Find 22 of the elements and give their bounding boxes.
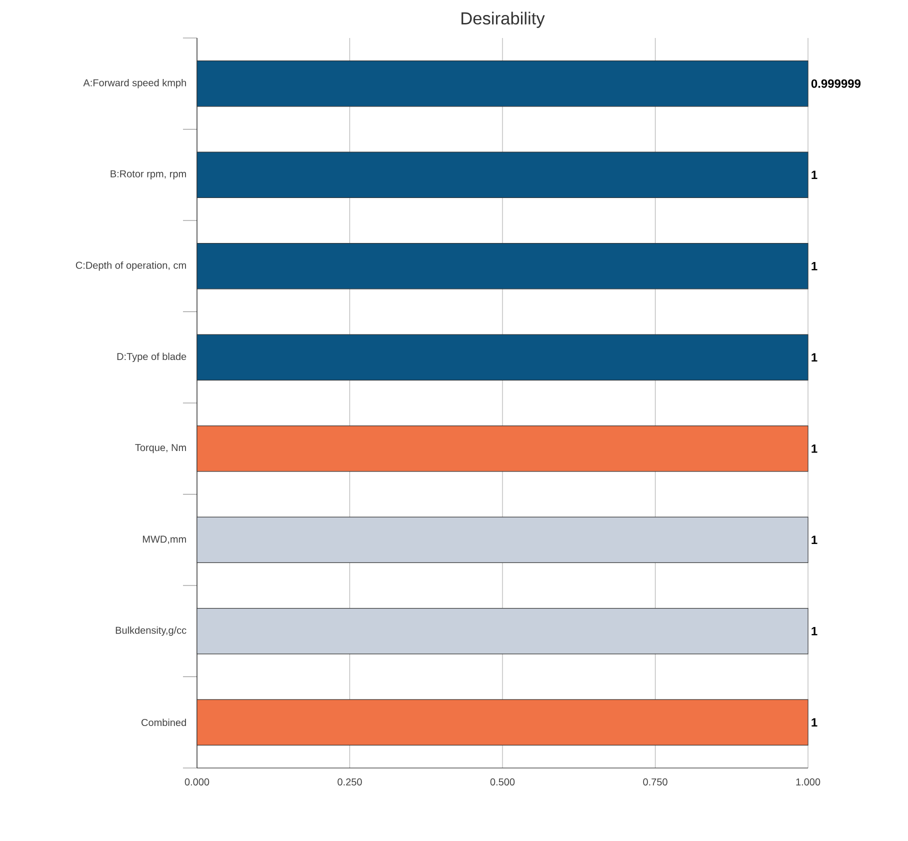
y-tick-label: Bulkdensity,g/cc xyxy=(116,626,186,636)
x-tick-label: 0.500 xyxy=(490,778,515,786)
data-label: 0.999999 xyxy=(811,79,861,88)
data-label: 1 xyxy=(812,718,818,726)
chart-title: Desirability xyxy=(462,12,545,28)
data-label: 1 xyxy=(812,353,818,362)
data-label: 1 xyxy=(812,536,818,544)
data-label: 1 xyxy=(812,626,818,636)
y-tick-label: Torque, Nm xyxy=(135,444,186,454)
y-tick-label: Combined xyxy=(142,718,186,726)
data-label: 1 xyxy=(812,170,818,179)
x-tick-label: 0.750 xyxy=(643,778,668,786)
y-tick-label: B:Rotor rpm, rpm xyxy=(110,170,186,180)
y-tick-label: A:Forward speed kmph xyxy=(83,78,186,88)
y-tick-label: D:Type of blade xyxy=(117,352,186,362)
y-tick-label: MWD,mm xyxy=(142,536,186,544)
x-tick-label: 0.000 xyxy=(184,778,210,786)
data-label: 1 xyxy=(812,444,818,453)
x-tick-label: 0.250 xyxy=(338,778,362,786)
y-tick-label: C:Depth of operation, cm xyxy=(76,261,186,271)
x-tick-label: 1.000 xyxy=(796,778,820,786)
data-label: 1 xyxy=(812,262,818,270)
